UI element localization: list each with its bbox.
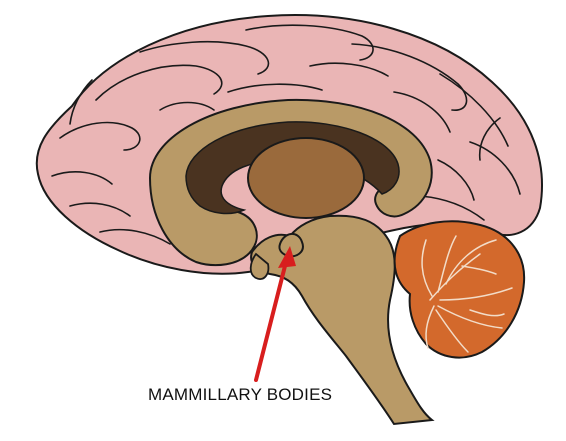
thalamus — [248, 138, 364, 218]
mammillary-bodies-label: MAMMILLARY BODIES — [148, 385, 332, 405]
cerebellum — [395, 221, 525, 357]
